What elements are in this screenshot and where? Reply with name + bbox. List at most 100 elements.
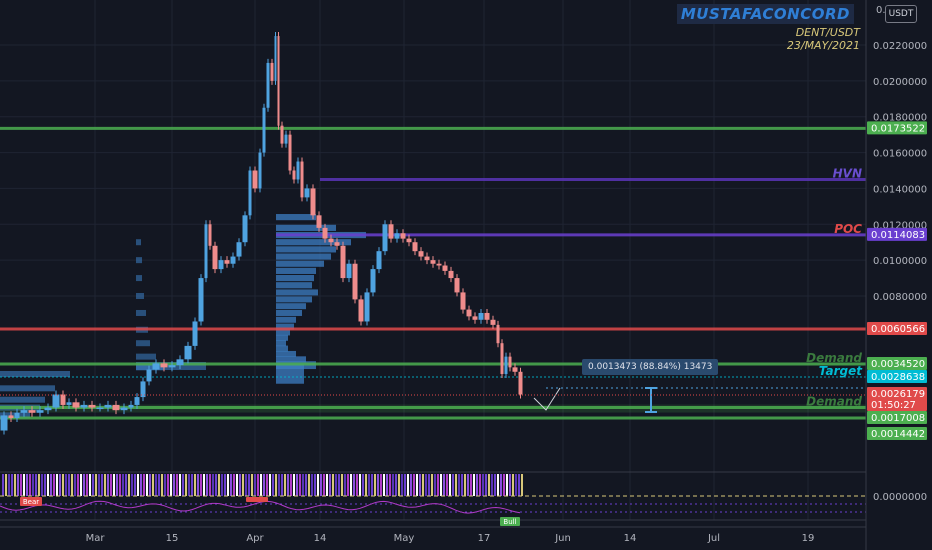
price-label-7: 0.0014442 (871, 429, 925, 440)
osc-bar-35 (107, 474, 109, 496)
volume-bar-0 (276, 214, 316, 221)
osc-bar-130 (392, 474, 394, 496)
osc-bar-59 (179, 474, 181, 496)
osc-bar-26 (80, 474, 82, 496)
candle-72 (430, 260, 436, 264)
candle-22 (152, 363, 160, 370)
osc-bar-72 (218, 474, 220, 496)
osc-bar-121 (365, 474, 367, 496)
candle-18 (128, 404, 134, 408)
candle-51 (304, 188, 310, 198)
osc-bar-91 (275, 474, 277, 496)
candle-29 (204, 224, 208, 279)
osc-bar-136 (410, 474, 412, 496)
candle-6 (36, 410, 44, 413)
osc-bar-172 (518, 474, 520, 496)
price-axis[interactable]: 0.0 0.0220000 0.0200000 0.0180000 0.0160000 0… (865, 0, 932, 550)
time-axis[interactable]: Mar 15 Apr 14 May 17 Jun 14 Jul 19 (0, 526, 866, 544)
osc-bar-31 (95, 474, 97, 496)
osc-bar-146 (440, 474, 442, 496)
price-label-bg-0 (867, 121, 927, 135)
osc-bar-71 (215, 474, 217, 496)
mar-volume-bar-6 (136, 340, 150, 347)
osc-bar-53 (161, 474, 163, 496)
osc-bar-126 (380, 474, 382, 496)
candle-56 (334, 242, 340, 246)
osc-bar-32 (98, 474, 100, 496)
candle-83 (496, 324, 500, 344)
osc-bar-150 (452, 474, 454, 496)
osc-bar-3 (11, 474, 13, 496)
osc-bar-0 (2, 474, 4, 496)
osc-bar-16 (50, 474, 52, 496)
osc-bar-60 (182, 474, 184, 496)
rsi-line (0, 500, 521, 514)
osc-bar-93 (281, 474, 283, 496)
osc-bar-36 (110, 474, 112, 496)
candle-43 (274, 36, 277, 81)
osc-bar-102 (308, 474, 310, 496)
osc-bar-43 (131, 474, 133, 496)
osc-bar-69 (209, 474, 211, 496)
candle-48 (292, 170, 296, 180)
osc-bar-61 (185, 474, 187, 496)
osc-bar-124 (374, 474, 376, 496)
candle-42 (270, 62, 274, 81)
level-label-4: Demand (806, 351, 862, 365)
volume-bar-15 (276, 323, 294, 330)
candle-31 (212, 245, 218, 270)
mar-volume-bar-2 (136, 275, 142, 282)
price-tick-5: 0.0120000 (873, 220, 927, 231)
osc-bar-67 (203, 474, 205, 496)
candle-1 (0, 415, 8, 431)
volume-bar-23 (276, 364, 304, 384)
osc-bar-99 (299, 474, 301, 496)
osc-bar-154 (464, 474, 466, 496)
osc-bar-70 (212, 474, 214, 496)
price-tick-1: 0.0200000 (873, 77, 927, 88)
candle-16 (112, 404, 120, 411)
osc-bar-47 (143, 474, 145, 496)
price-tick-top: 0.0 (876, 5, 892, 16)
measure-tooltip: 0.0013473 (88.84%) 13473 (582, 359, 719, 375)
osc-bar-96 (290, 474, 292, 496)
osc-bar-28 (86, 474, 88, 496)
level-label-6: Demand (806, 395, 862, 409)
currency-button[interactable]: USDT (885, 5, 917, 23)
mar-volume-bar-0 (136, 239, 141, 246)
early-volume-bar-2 (0, 396, 45, 403)
osc-bar-6 (20, 474, 22, 496)
osc-bar-144 (434, 474, 436, 496)
volume-bar-14 (276, 316, 296, 323)
candle-70 (418, 251, 424, 257)
candle-59 (352, 263, 358, 300)
mar-volume-bar-7 (136, 353, 156, 360)
osc-bar-101 (305, 474, 307, 496)
price-label-bg-4 (867, 370, 927, 383)
osc-bar-51 (155, 474, 157, 496)
osc-bar-117 (353, 474, 355, 496)
candle-47 (288, 134, 292, 171)
osc-bar-159 (479, 474, 481, 496)
osc-bar-34 (104, 474, 106, 496)
early-volume-bar-1 (0, 385, 55, 392)
osc-bar-155 (467, 474, 469, 496)
osc-bar-120 (362, 474, 364, 496)
osc-bar-8 (26, 474, 28, 496)
osc-bar-107 (323, 474, 325, 496)
bull-marker-label: Bull (503, 518, 516, 526)
osc-bar-11 (35, 474, 37, 496)
level-label-5: Target (819, 364, 864, 378)
osc-bar-7 (23, 474, 25, 496)
candle-26 (184, 345, 192, 360)
osc-bar-141 (425, 474, 427, 496)
price-label-0: 0.0173522 (871, 123, 925, 134)
candle-9 (60, 394, 66, 405)
price-label-2: 0.0060566 (871, 324, 925, 335)
osc-bar-33 (101, 474, 103, 496)
candle-19 (134, 397, 140, 405)
bear-marker-2 (246, 497, 268, 502)
osc-bar-25 (77, 474, 79, 496)
osc-bar-138 (416, 474, 418, 496)
